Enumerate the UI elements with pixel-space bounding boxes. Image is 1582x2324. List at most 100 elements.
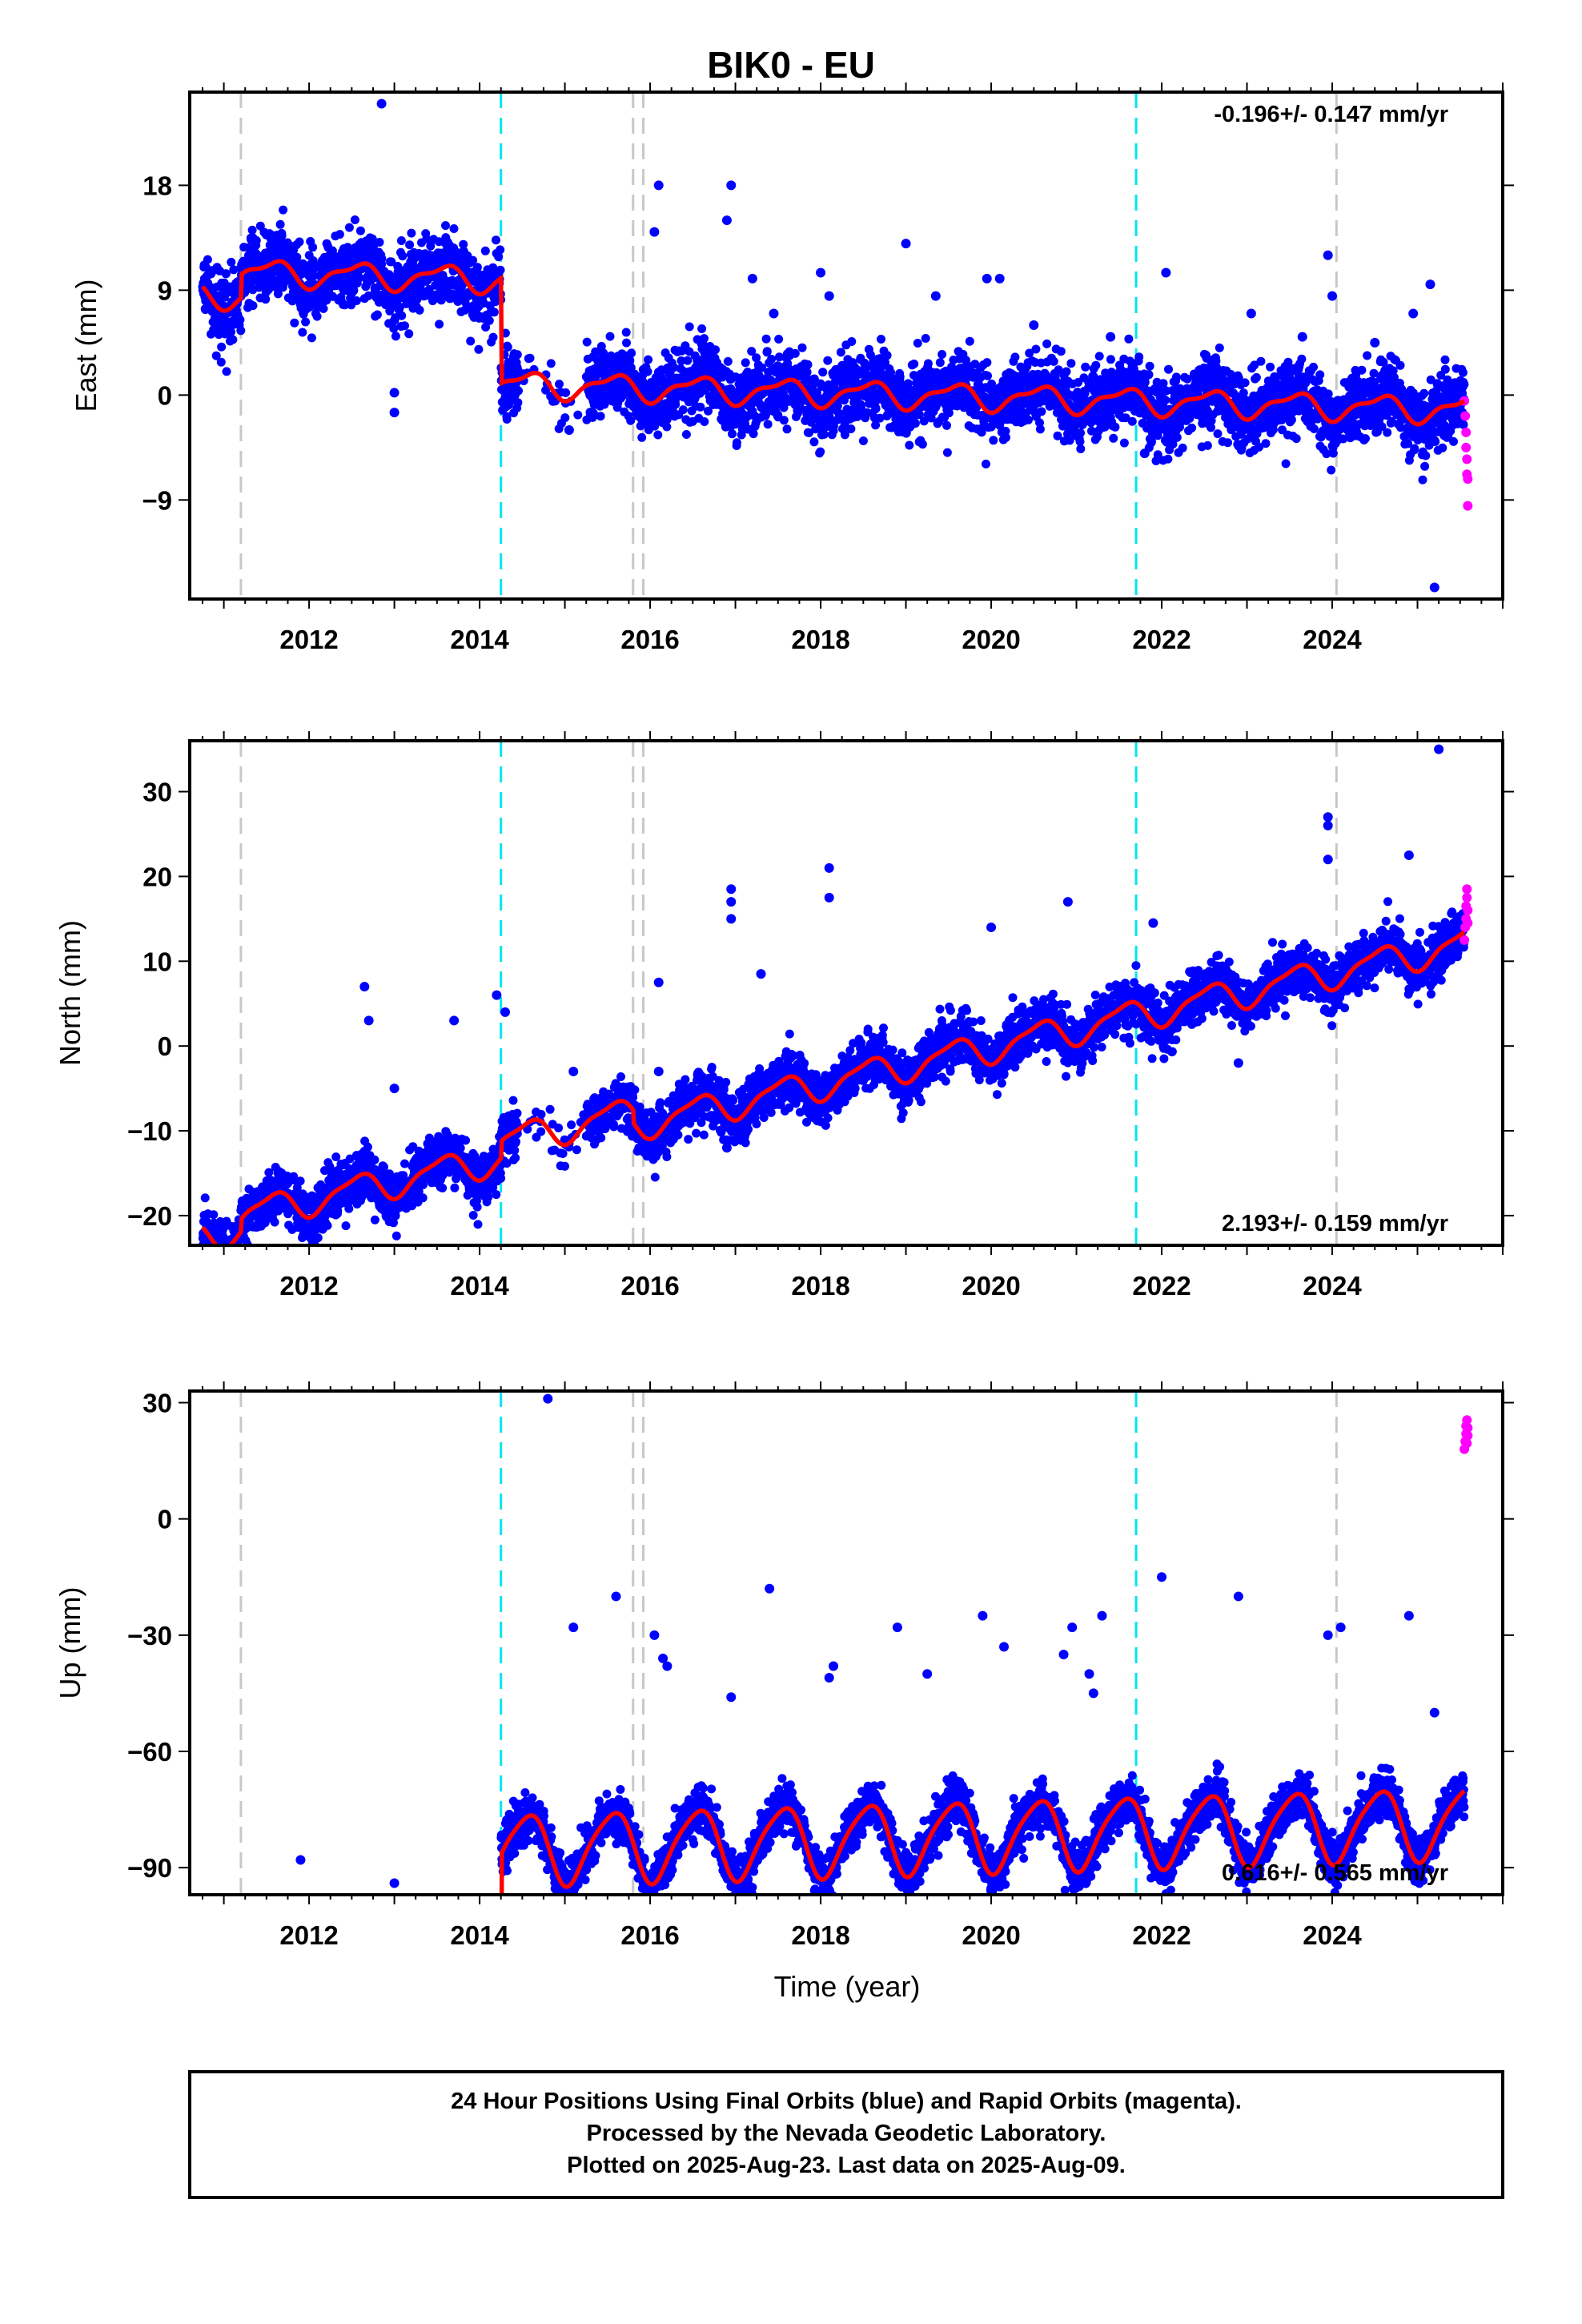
final-orbit-point [671,400,681,409]
final-orbit-point [397,311,407,320]
final-orbit-point [942,420,951,430]
final-orbit-point [502,415,512,424]
final-orbit-point [512,350,522,360]
final-orbit-point [627,348,636,358]
final-orbit-point [340,300,349,310]
chart-title: BIK0 - EU [707,44,875,86]
final-orbit-point [295,237,304,247]
outlier-point [726,180,737,191]
outlier-point [1408,308,1419,319]
final-orbit-point [1315,370,1325,380]
outlier-point [1323,250,1333,260]
final-orbit-point [596,412,605,421]
final-orbit-point [1035,418,1044,428]
outlier-point [721,215,732,226]
final-orbit-point [1054,365,1063,375]
final-orbit-point [1025,348,1034,358]
final-orbit-point [1287,415,1296,424]
final-orbit-point [749,429,758,439]
final-orbit-point [1281,459,1291,468]
final-orbit-point [779,416,789,425]
final-orbit-point [1066,359,1076,368]
final-orbit-point [236,326,246,336]
final-orbit-point [1031,344,1041,354]
final-orbit-point [513,398,523,408]
final-orbit-point [836,348,845,357]
final-orbit-point [227,257,236,267]
final-orbit-point [685,322,694,332]
final-orbit-point [351,296,361,305]
final-orbit-point [405,240,415,250]
final-orbit-point [833,401,842,411]
final-orbit-point [312,312,322,321]
final-orbit-point [219,1258,228,1267]
final-orbit-point [335,230,344,239]
final-orbit-point [1440,364,1450,374]
final-orbit-point [468,255,478,265]
final-orbit-point [221,1253,230,1262]
final-orbit-point [1234,373,1243,383]
x-tick-label: 2012 [279,625,338,654]
outlier-point [1106,332,1116,342]
final-orbit-point [1250,360,1259,370]
final-orbit-point [308,243,318,252]
final-orbit-point [1172,432,1182,442]
final-orbit-point [605,332,615,341]
final-orbit-point [741,358,750,368]
final-orbit-point [1203,440,1212,450]
north-panel: 2012 2014 2016 2018 2020 2022 20243020100−10−2… [54,731,1514,1301]
final-orbit-point [1119,438,1129,448]
final-orbit-point [696,402,705,412]
outlier-point [816,267,826,278]
final-orbit-point [989,436,998,445]
final-orbit-point [319,304,328,313]
x-tick-label: 2018 [791,625,849,654]
outlier-point [1297,332,1307,342]
outlier-point [649,227,660,237]
outlier-point [901,239,911,249]
final-orbit-point [921,334,930,343]
final-orbit-point [882,351,892,360]
final-orbit-point [474,344,484,354]
final-orbit-point [387,257,396,267]
final-orbit-points [198,99,1473,593]
final-orbit-point [234,1246,243,1255]
final-orbit-point [763,420,773,429]
y-tick-label: 0 [158,380,172,410]
final-orbit-point [683,356,693,365]
final-orbit-point [1369,368,1379,378]
final-orbit-point [290,318,299,328]
final-orbit-point [919,416,929,426]
final-orbit-point [790,348,800,358]
final-orbit-point [309,271,319,281]
final-orbit-point [1178,443,1187,452]
final-orbit-point [1327,465,1336,475]
final-orbit-point [805,428,813,437]
final-orbit-point [484,316,494,325]
final-orbit-point [210,1277,219,1286]
final-orbit-point [350,215,359,224]
final-orbit-point [426,241,436,251]
final-orbit-point [1207,423,1215,432]
final-orbit-point [216,357,226,367]
final-orbit-point [819,429,829,439]
final-orbit-point [492,235,500,245]
outlier-point [653,180,664,191]
final-orbit-point [1459,420,1468,429]
outlier-point [1429,582,1439,593]
final-orbit-point [905,440,914,450]
final-orbit-point [1078,420,1087,428]
final-orbit-point [625,356,635,365]
outlier-point [1139,448,1150,459]
final-orbit-point [377,254,387,263]
outlier-point [769,308,779,319]
final-orbit-point [653,430,663,440]
outlier-point [376,99,387,109]
final-orbit-point [404,329,414,339]
final-orbit-point [207,1253,215,1262]
final-orbit-point [363,291,373,300]
final-orbit-point [761,334,771,344]
final-orbit-point [1223,438,1232,448]
final-orbit-point [942,448,952,457]
